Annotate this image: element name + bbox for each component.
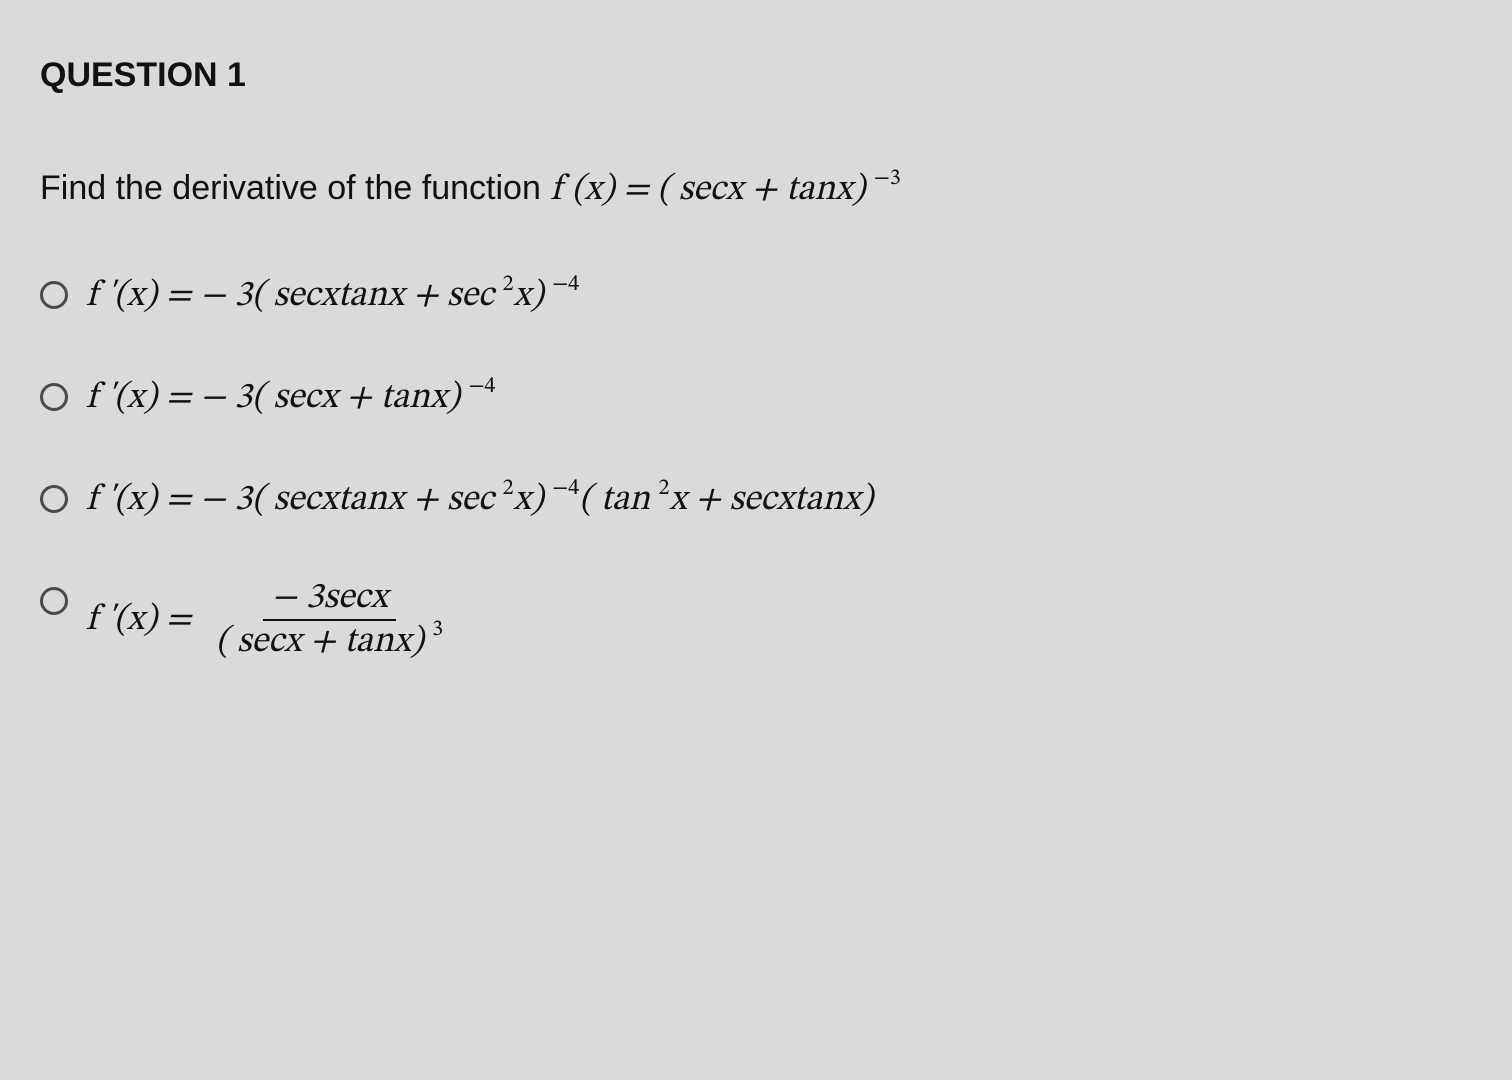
option-a-math: f '(x) = − 3( secxtanx + sec 2x) −4 (86, 273, 579, 319)
radio-c[interactable] (40, 485, 68, 513)
option-d-denominator: ( secx + tanx) 3 (208, 621, 451, 663)
option-b[interactable]: f '(x) = − 3( secx + tanx) −4 (40, 375, 1472, 421)
option-d-lead: f '(x) = (86, 598, 191, 643)
options-group: f '(x) = − 3( secxtanx + sec 2x) −4 f '(… (40, 273, 1472, 662)
option-a[interactable]: f '(x) = − 3( secxtanx + sec 2x) −4 (40, 273, 1472, 319)
prompt-text: Find the derivative of the function (40, 169, 550, 207)
option-c-math: f '(x) = − 3( secxtanx + sec 2x) −4( tan… (86, 477, 873, 523)
question-title: QUESTION 1 (40, 56, 1472, 95)
option-d-fraction: − 3secx ( secx + tanx) 3 (208, 579, 451, 662)
radio-a[interactable] (40, 281, 68, 309)
option-c[interactable]: f '(x) = − 3( secxtanx + sec 2x) −4( tan… (40, 477, 1472, 523)
question-prompt: Find the derivative of the function f (x… (40, 167, 1472, 213)
prompt-math: f (x) = ( secx + tanx) −3 (550, 172, 901, 208)
option-d-numerator: − 3secx (263, 579, 395, 621)
option-d[interactable]: f '(x) = − 3secx ( secx + tanx) 3 (40, 579, 1472, 662)
option-d-math: f '(x) = − 3secx ( secx + tanx) 3 (86, 579, 451, 662)
radio-d[interactable] (40, 587, 68, 615)
radio-b[interactable] (40, 383, 68, 411)
question-page: QUESTION 1 Find the derivative of the fu… (0, 0, 1512, 702)
option-b-math: f '(x) = − 3( secx + tanx) −4 (86, 375, 495, 421)
